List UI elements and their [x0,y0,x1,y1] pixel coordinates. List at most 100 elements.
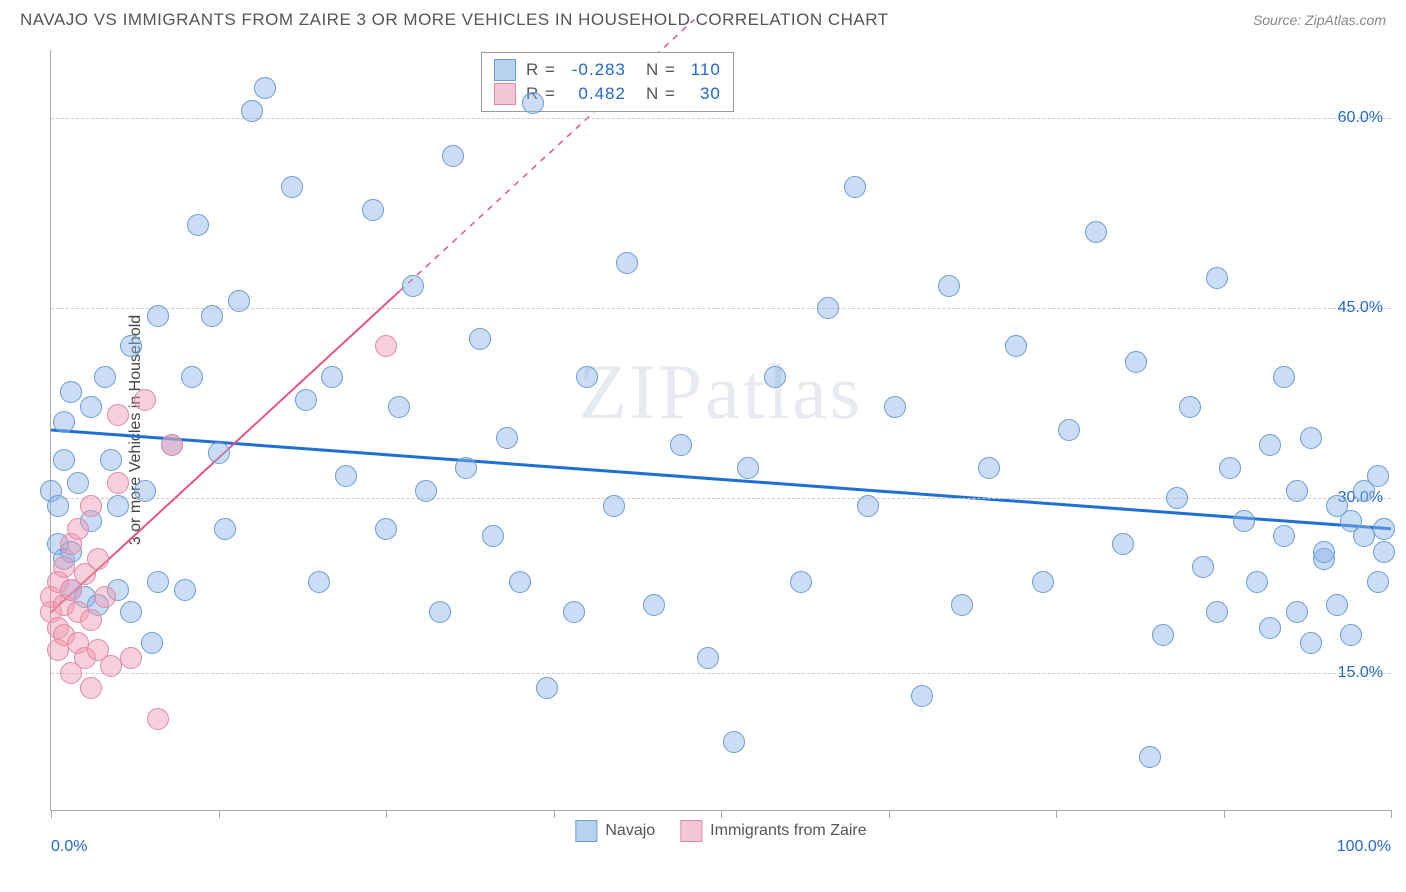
navajo-point [576,366,598,388]
navajo-point [455,457,477,479]
navajo-point [1192,556,1214,578]
navajo-point [415,480,437,502]
navajo-point [1273,525,1295,547]
zaire-point [134,389,156,411]
zaire-point [80,495,102,517]
y-tick-label: 45.0% [1338,299,1383,317]
zaire-swatch [494,83,516,105]
navajo-point [1206,267,1228,289]
navajo-point [308,571,330,593]
navajo-point [388,396,410,418]
navajo-legend-swatch [575,820,597,842]
navajo-point [938,275,960,297]
navajo-point [670,434,692,456]
zaire-legend-swatch [680,820,702,842]
navajo-point [1058,419,1080,441]
x-tick [889,810,890,818]
navajo-point [134,480,156,502]
navajo-point [281,176,303,198]
navajo-point [522,92,544,114]
navajo-point [100,449,122,471]
zaire-point [120,647,142,669]
navajo-point [228,290,250,312]
navajo-point [53,411,75,433]
navajo-point [1353,525,1375,547]
navajo-point [616,252,638,274]
gridline [51,498,1391,499]
navajo-point [1259,434,1281,456]
chart-container: NAVAJO VS IMMIGRANTS FROM ZAIRE 3 OR MOR… [0,0,1406,892]
navajo-point [402,275,424,297]
legend-label: Navajo [605,822,655,840]
navajo-point [1005,335,1027,357]
navajo-point [241,100,263,122]
navajo-point [1313,541,1335,563]
x-tick [51,810,52,818]
legend-label: Immigrants from Zaire [710,822,866,840]
navajo-swatch [494,59,516,81]
navajo-point [1139,746,1161,768]
x-tick [1056,810,1057,818]
y-tick-label: 15.0% [1338,664,1383,682]
zaire-point [80,677,102,699]
chart-title: NAVAJO VS IMMIGRANTS FROM ZAIRE 3 OR MOR… [20,10,889,30]
navajo-point [187,214,209,236]
navajo-point [1259,617,1281,639]
x-tick [219,810,220,818]
navajo-point [563,601,585,623]
navajo-point [1125,351,1147,373]
zaire-point [100,655,122,677]
navajo-point [201,305,223,327]
navajo-point [469,328,491,350]
navajo-point [375,518,397,540]
navajo-point [94,366,116,388]
x-tick [386,810,387,818]
navajo-point [911,685,933,707]
zaire-point [67,518,89,540]
stats-box: R =-0.283N =110R =0.482N =30 [481,52,734,112]
navajo-point [536,677,558,699]
zaire-point [147,708,169,730]
navajo-point [1373,541,1395,563]
navajo-point [181,366,203,388]
navajo-point [1286,601,1308,623]
navajo-point [1367,465,1389,487]
navajo-point [147,305,169,327]
navajo-point [1112,533,1134,555]
navajo-point [47,495,69,517]
n-label: N = [646,84,676,104]
navajo-point [737,457,759,479]
header: NAVAJO VS IMMIGRANTS FROM ZAIRE 3 OR MOR… [0,0,1406,30]
gridline [51,308,1391,309]
n-value: 30 [686,84,721,104]
navajo-point [509,571,531,593]
x-tick [721,810,722,818]
navajo-point [254,77,276,99]
plot-area: ZIPatlas 3 or more Vehicles in Household… [50,50,1391,811]
legend: Navajo Immigrants from Zaire [575,820,866,842]
navajo-point [1300,427,1322,449]
navajo-point [67,472,89,494]
zaire-point [161,434,183,456]
zaire-point [94,586,116,608]
navajo-point [442,145,464,167]
navajo-point [857,495,879,517]
navajo-point [120,601,142,623]
navajo-point [1373,518,1395,540]
navajo-point [362,199,384,221]
navajo-point [174,579,196,601]
navajo-point [482,525,504,547]
r-value: -0.283 [566,60,626,80]
r-value: 0.482 [566,84,626,104]
stats-row: R =-0.283N =110 [494,58,721,82]
navajo-point [603,495,625,517]
gridline [51,673,1391,674]
n-label: N = [646,60,676,80]
zaire-point [107,404,129,426]
navajo-point [80,396,102,418]
zaire-point [375,335,397,357]
legend-item-navajo: Navajo [575,820,655,842]
navajo-point [147,571,169,593]
navajo-point [1246,571,1268,593]
navajo-point [335,465,357,487]
